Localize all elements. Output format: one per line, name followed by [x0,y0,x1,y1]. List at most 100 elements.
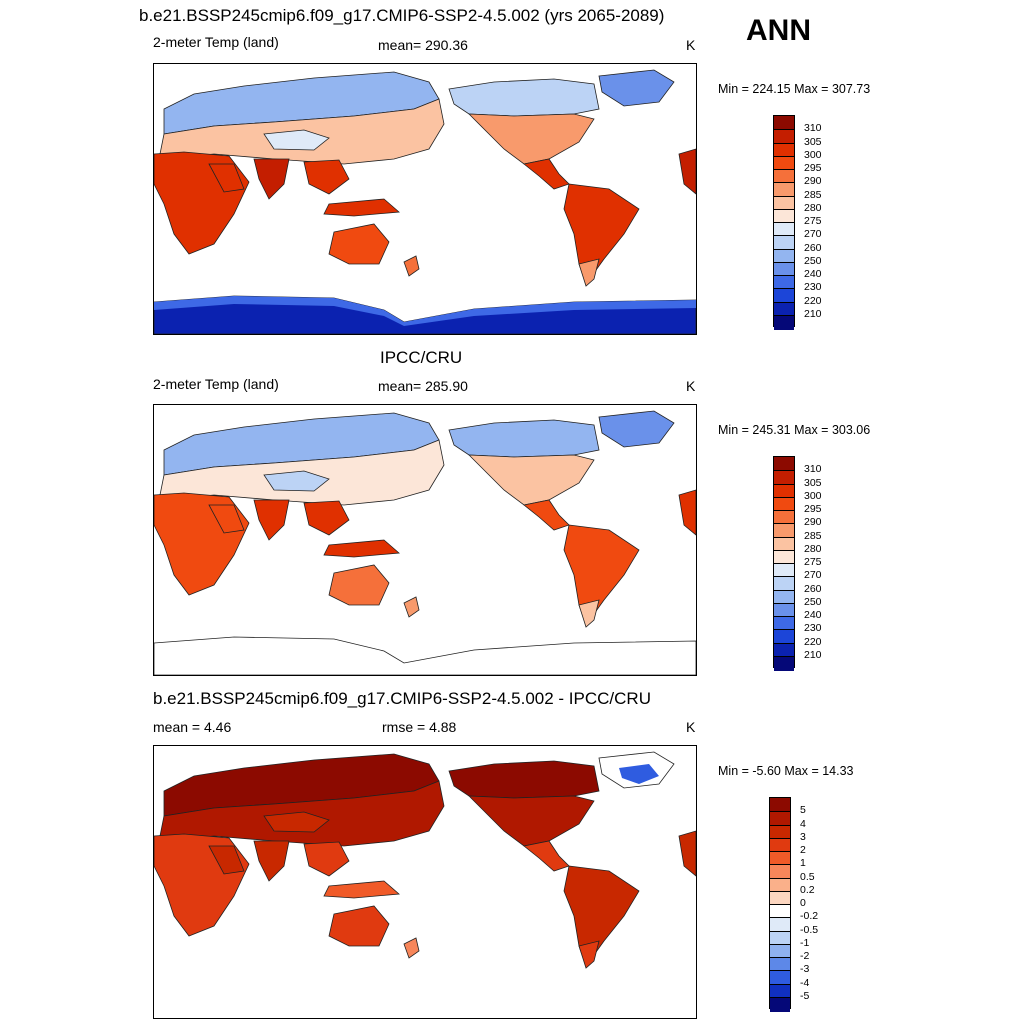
colorbar-tick-label: 290 [804,175,822,187]
colorbar-segment [770,798,790,812]
colorbar-tick-label: 220 [804,636,822,648]
region-north-america-south [469,796,594,846]
colorbar-tick-label: -3 [800,963,809,975]
colorbar-tick-label: -0.5 [800,924,818,936]
colorbar-tick-label: -1 [800,937,809,949]
colorbar-tick-label: 220 [804,295,822,307]
colorbar-tick-label: 2 [800,844,806,856]
season-label: ANN [746,14,811,48]
colorbar-tick-label: 240 [804,268,822,280]
colorbar-tick-label: 270 [804,228,822,240]
region-north-america-north [449,761,599,798]
colorbar-segment [774,116,794,130]
region-indonesia [324,881,399,898]
panel1-mean-label: mean= 290.36 [378,37,468,53]
region-new-zealand [404,938,419,958]
region-north-america-south [469,114,594,164]
region-greenland [599,70,674,106]
colorbar-tick-label: 295 [804,162,822,174]
panel1-title: b.e21.BSSP245cmip6.f09_g17.CMIP6-SSP2-4.… [139,6,664,26]
panel3-map-svg [154,746,696,1018]
region-africa-wrap [679,490,696,535]
colorbar-segment [774,457,794,471]
colorbar-tick-label: 1 [800,857,806,869]
panel1-map-svg [154,64,696,334]
colorbar-tick-label: 250 [804,255,822,267]
panel2-units-label: K [686,378,695,394]
panel3-title: b.e21.BSSP245cmip6.f09_g17.CMIP6-SSP2-4.… [153,689,651,709]
region-central-america [524,841,569,871]
colorbar-tick-label: 300 [804,490,822,502]
colorbar-tick-label: 250 [804,596,822,608]
colorbar-tick-label: 285 [804,189,822,201]
panel3-colorbar-box [769,797,791,1009]
colorbar-tick-label: 280 [804,543,822,555]
colorbar-tick-label: 305 [804,136,822,148]
region-new-zealand [404,256,419,276]
region-south-america [564,184,639,284]
region-africa-wrap [679,831,696,876]
panel2-left-label: 2-meter Temp (land) [153,376,279,392]
panel2-map [153,404,697,676]
region-se-asia [304,160,349,194]
region-south-america [564,525,639,625]
region-se-asia [304,501,349,535]
panel2-minmax: Min = 245.31 Max = 303.06 [718,423,870,437]
region-africa-wrap [679,149,696,194]
panel1-minmax: Min = 224.15 Max = 307.73 [718,82,870,96]
colorbar-tick-label: -2 [800,950,809,962]
panel3-mean-label: mean = 4.46 [153,719,231,735]
colorbar-segment [774,656,794,671]
panel2-map-svg [154,405,696,675]
region-antarctica-outline [154,637,696,675]
region-patagonia [579,259,599,286]
colorbar-tick-label: 275 [804,556,822,568]
colorbar-tick-label: 270 [804,569,822,581]
colorbar-tick-label: 310 [804,122,822,134]
colorbar-tick-label: 210 [804,308,822,320]
region-india [254,841,289,881]
colorbar-tick-label: 305 [804,477,822,489]
colorbar-tick-label: 260 [804,583,822,595]
region-india [254,500,289,540]
panel2-title: IPCC/CRU [380,348,462,368]
panel3-map [153,745,697,1019]
region-new-zealand [404,597,419,617]
panel2-mean-label: mean= 285.90 [378,378,468,394]
panel1-map [153,63,697,335]
colorbar-tick-label: 295 [804,503,822,515]
region-central-america [524,159,569,189]
region-australia [329,906,389,946]
colorbar-tick-label: 0.2 [800,884,815,896]
region-north-america-north [449,79,599,116]
region-indonesia [324,540,399,557]
colorbar-tick-label: 260 [804,242,822,254]
panel1-colorbar-box [773,115,795,327]
panel2-colorbar-box [773,456,795,668]
colorbar-tick-label: 210 [804,649,822,661]
panel3-rmse-label: rmse = 4.88 [382,719,456,735]
region-australia [329,565,389,605]
region-south-america [564,866,639,966]
colorbar-tick-label: 310 [804,463,822,475]
colorbar-tick-label: 300 [804,149,822,161]
colorbar-tick-label: 280 [804,202,822,214]
colorbar-tick-label: -4 [800,977,809,989]
region-north-america-south [469,455,594,505]
region-se-asia [304,842,349,876]
colorbar-tick-label: 5 [800,804,806,816]
colorbar-tick-label: 230 [804,622,822,634]
colorbar-tick-label: 4 [800,818,806,830]
panel3-units-label: K [686,719,695,735]
region-patagonia [579,600,599,627]
region-central-america [524,500,569,530]
region-north-america-north [449,420,599,457]
colorbar-tick-label: 230 [804,281,822,293]
colorbar-tick-label: 290 [804,516,822,528]
panel1-left-label: 2-meter Temp (land) [153,34,279,50]
colorbar-tick-label: -5 [800,990,809,1002]
colorbar-tick-label: -0.2 [800,910,818,922]
colorbar-tick-label: 0.5 [800,871,815,883]
panel3-minmax: Min = -5.60 Max = 14.33 [718,764,854,778]
panel1-units-label: K [686,37,695,53]
